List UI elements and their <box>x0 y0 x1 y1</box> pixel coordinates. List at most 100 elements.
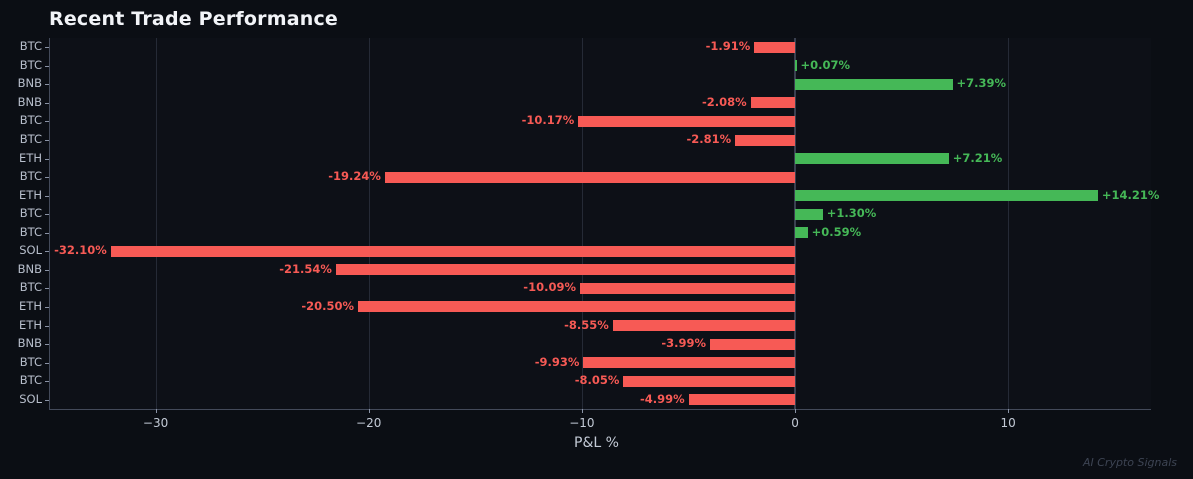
x-tick-mark <box>795 409 797 413</box>
bar-value-label: -1.91% <box>705 39 751 54</box>
y-tick-mark <box>45 214 49 216</box>
y-tick-label: ETH <box>19 298 42 313</box>
x-tick-label: 10 <box>1000 416 1016 430</box>
x-axis-spine <box>49 409 1151 410</box>
y-tick-label: SOL <box>19 391 42 406</box>
y-tick-label: BTC <box>19 132 42 147</box>
y-tick-label: BTC <box>19 373 42 388</box>
y-tick-mark <box>45 288 49 290</box>
gridline <box>155 38 157 409</box>
watermark: AI Crypto Signals <box>1082 456 1177 469</box>
y-tick-label: BNB <box>17 261 42 276</box>
y-tick-label: BTC <box>19 206 42 221</box>
y-tick-mark <box>45 306 49 308</box>
bar <box>709 338 796 350</box>
bar-value-label: +0.59% <box>811 224 862 239</box>
bar <box>795 78 953 90</box>
bar-value-label: -4.99% <box>640 391 685 406</box>
bar <box>579 282 796 294</box>
bar-value-label: +7.21% <box>952 150 1003 165</box>
bar <box>110 245 796 257</box>
y-tick-label: ETH <box>19 150 42 165</box>
bar-value-label: -8.55% <box>564 317 609 332</box>
bar-value-label: -9.93% <box>534 354 580 369</box>
bar <box>735 134 796 146</box>
x-tick-mark <box>368 409 370 413</box>
x-axis-title: P&L % <box>574 435 619 451</box>
y-tick-label: ETH <box>19 317 42 332</box>
gridline <box>1008 38 1010 409</box>
bar <box>612 320 796 332</box>
bar <box>795 208 823 220</box>
bar-value-label: -10.09% <box>523 280 576 295</box>
y-tick-label: BTC <box>19 57 42 72</box>
x-tick-label: −30 <box>142 416 169 430</box>
y-tick-mark <box>45 399 49 401</box>
bar-value-label: -2.81% <box>686 132 732 147</box>
y-tick-label: BNB <box>17 94 42 109</box>
y-tick-label: BNB <box>17 76 42 91</box>
y-tick-label: BTC <box>19 113 42 128</box>
zero-baseline <box>794 38 797 409</box>
bar <box>795 227 808 239</box>
y-tick-mark <box>45 47 49 49</box>
bar-value-label: +7.39% <box>956 76 1007 91</box>
x-tick-label: −10 <box>569 416 595 430</box>
gridline <box>368 38 370 409</box>
y-tick-label: BTC <box>19 169 42 184</box>
bar <box>583 357 796 369</box>
y-tick-mark <box>45 344 49 346</box>
x-tick-mark <box>581 409 583 413</box>
bar-value-label: +14.21% <box>1101 187 1160 202</box>
bar-value-label: -8.05% <box>574 373 620 388</box>
y-tick-mark <box>45 121 49 123</box>
bar-value-label: -20.50% <box>301 298 355 313</box>
bar <box>795 190 1098 202</box>
y-tick-mark <box>45 65 49 67</box>
y-tick-mark <box>45 232 49 234</box>
y-tick-label: BTC <box>19 39 42 54</box>
x-tick-label: 0 <box>791 416 799 430</box>
gridline <box>581 38 583 409</box>
y-tick-mark <box>45 325 49 327</box>
bar <box>358 301 796 313</box>
bar <box>795 153 949 165</box>
plot-area: -1.91% +0.07% +7.39% -2.08% -10.17% -2.81% +7.… <box>49 38 1159 409</box>
y-tick-label: BNB <box>17 336 42 351</box>
x-tick-mark <box>155 409 157 413</box>
bar-value-label: -21.54% <box>279 261 332 276</box>
bar-value-label: -32.10% <box>54 243 107 258</box>
bar-value-label: -2.08% <box>702 94 747 109</box>
bar <box>688 394 796 406</box>
bar <box>623 375 796 387</box>
y-tick-label: BTC <box>19 224 42 239</box>
bar-value-label: -10.17% <box>521 113 575 128</box>
bar-value-label: +1.30% <box>826 206 877 221</box>
y-tick-label: SOL <box>19 243 42 258</box>
y-tick-mark <box>45 102 49 104</box>
y-tick-mark <box>45 84 49 86</box>
chart-title: Recent Trade Performance <box>49 8 339 30</box>
y-tick-mark <box>45 251 49 253</box>
y-tick-mark <box>45 269 49 271</box>
y-tick-mark <box>45 158 49 160</box>
bar <box>578 115 796 127</box>
bar-value-label: -19.24% <box>328 169 381 184</box>
y-axis-spine <box>49 38 50 409</box>
y-tick-mark <box>45 140 49 142</box>
plot-background <box>49 38 1151 409</box>
y-tick-mark <box>45 195 49 197</box>
x-tick-mark <box>1008 409 1010 413</box>
bar <box>335 264 796 276</box>
y-tick-label: ETH <box>19 187 42 202</box>
y-tick-mark <box>45 362 49 364</box>
y-tick-label: BTC <box>19 280 42 295</box>
y-tick-label: BTC <box>19 354 42 369</box>
x-tick-label: −20 <box>356 416 382 430</box>
bar <box>750 97 796 109</box>
y-tick-mark <box>45 381 49 383</box>
bar-value-label: +0.07% <box>800 57 851 72</box>
bar <box>754 41 796 53</box>
bar <box>384 171 796 183</box>
